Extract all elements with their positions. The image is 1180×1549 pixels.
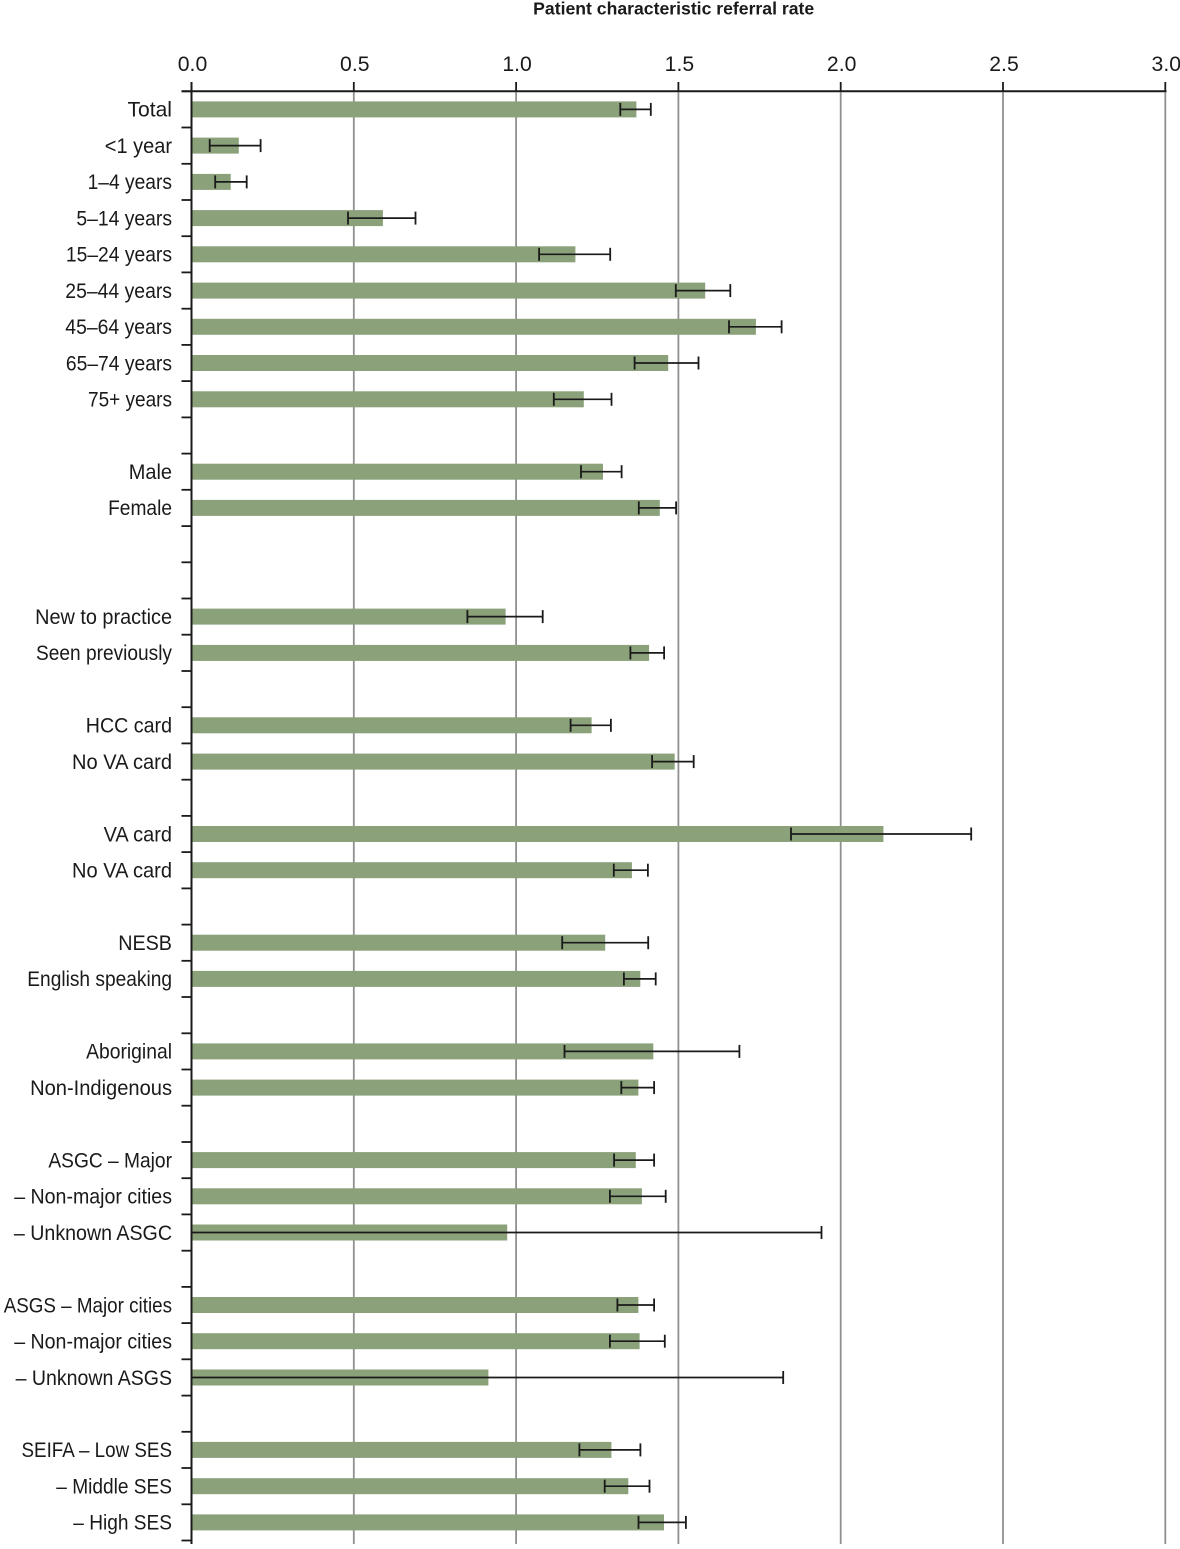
svg-text:Patient characteristic referra: Patient characteristic referral rate <box>533 0 814 19</box>
svg-text:0.5: 0.5 <box>340 53 370 76</box>
svg-text:– Unknown ASGS: – Unknown ASGS <box>16 1367 172 1390</box>
svg-text:– Non-major cities: – Non-major cities <box>14 1186 172 1209</box>
svg-text:Seen previously: Seen previously <box>36 642 173 665</box>
svg-text:1–4 years: 1–4 years <box>88 171 172 194</box>
svg-text:2.5: 2.5 <box>989 53 1019 76</box>
svg-text:– High SES: – High SES <box>73 1512 172 1535</box>
svg-text:Total: Total <box>128 99 173 122</box>
svg-text:15–24 years: 15–24 years <box>66 244 172 267</box>
svg-text:45–64 years: 45–64 years <box>65 316 172 339</box>
svg-text:3.0: 3.0 <box>1152 53 1180 76</box>
svg-text:– Non-major cities: – Non-major cities <box>14 1331 172 1354</box>
svg-text:English speaking: English speaking <box>27 968 172 991</box>
svg-text:ASGS – Major cities: ASGS – Major cities <box>4 1294 172 1317</box>
svg-text:No VA card: No VA card <box>72 860 172 883</box>
svg-text:No VA card: No VA card <box>72 751 172 774</box>
svg-text:Female: Female <box>108 497 172 520</box>
svg-text:1.0: 1.0 <box>502 53 532 76</box>
svg-text:VA card: VA card <box>104 823 172 846</box>
svg-text:<1 year: <1 year <box>105 135 172 158</box>
svg-text:HCC card: HCC card <box>86 715 172 738</box>
svg-text:Male: Male <box>129 461 172 484</box>
svg-text:SEIFA – Low SES: SEIFA – Low SES <box>22 1439 173 1462</box>
svg-text:2.0: 2.0 <box>827 53 857 76</box>
svg-text:75+ years: 75+ years <box>88 389 172 412</box>
svg-text:– Unknown ASGC: – Unknown ASGC <box>14 1222 172 1245</box>
svg-text:New to practice: New to practice <box>35 606 172 629</box>
svg-text:25–44 years: 25–44 years <box>65 280 172 303</box>
svg-text:Aboriginal: Aboriginal <box>86 1041 172 1064</box>
svg-text:ASGC – Major: ASGC – Major <box>48 1149 172 1172</box>
svg-text:Non-Indigenous: Non-Indigenous <box>30 1077 172 1100</box>
svg-text:– Middle SES: – Middle SES <box>56 1476 172 1499</box>
svg-text:0.0: 0.0 <box>178 53 208 76</box>
svg-text:1.5: 1.5 <box>665 53 695 76</box>
svg-text:5–14 years: 5–14 years <box>76 207 172 230</box>
svg-text:65–74 years: 65–74 years <box>66 352 172 375</box>
svg-text:NESB: NESB <box>118 932 172 955</box>
